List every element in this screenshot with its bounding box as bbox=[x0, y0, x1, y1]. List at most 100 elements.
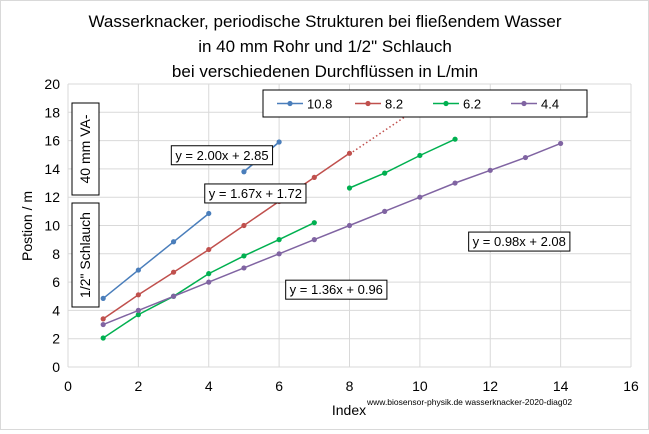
legend: 10.8 8.2 6.2 4.4 bbox=[262, 89, 588, 118]
data-point bbox=[382, 170, 388, 176]
x-tick-label: 0 bbox=[64, 378, 72, 394]
y-tick-label: 8 bbox=[52, 246, 60, 262]
legend-swatch-marker bbox=[365, 100, 371, 107]
data-point bbox=[100, 316, 106, 322]
data-point bbox=[452, 136, 458, 142]
x-tick-label: 4 bbox=[205, 378, 213, 394]
data-point bbox=[241, 169, 247, 175]
data-point bbox=[100, 335, 106, 341]
data-point bbox=[135, 307, 141, 313]
chart-title: Wasserknacker, periodische Strukturen be… bbox=[88, 12, 561, 81]
data-point bbox=[241, 265, 247, 271]
legend-entry: 8.2 bbox=[385, 97, 403, 112]
data-point bbox=[170, 239, 177, 245]
equation-label: y = 1.36x + 0.96 bbox=[290, 282, 383, 297]
x-tick-label: 10 bbox=[412, 378, 428, 394]
trendline-equations: y = 2.00x + 2.85 y = 1.67x + 1.72 y = 0.98… bbox=[170, 145, 571, 300]
data-point bbox=[135, 312, 141, 318]
data-point bbox=[206, 271, 212, 277]
y-tick-label: 14 bbox=[44, 161, 60, 177]
title-line-2: in 40 mm Rohr und 1/2" Schlauch bbox=[198, 37, 452, 56]
data-point bbox=[100, 295, 106, 301]
data-point bbox=[170, 293, 177, 299]
y-tick-label: 12 bbox=[44, 189, 60, 205]
series-0 bbox=[100, 139, 282, 301]
side-label-boxes: 40 mm VA- 1/2" Schlauch bbox=[71, 102, 100, 308]
x-tick-label: 6 bbox=[275, 378, 283, 394]
equation-box bbox=[170, 145, 274, 166]
data-point bbox=[487, 167, 493, 173]
data-point bbox=[558, 140, 564, 147]
x-tick-label: 8 bbox=[346, 378, 354, 394]
data-point bbox=[276, 237, 282, 243]
y-axis-label: Postion / m bbox=[19, 191, 35, 261]
data-point bbox=[311, 174, 317, 180]
data-point bbox=[135, 292, 141, 298]
data-point bbox=[135, 267, 141, 273]
x-tick-label: 16 bbox=[623, 378, 639, 394]
data-point bbox=[452, 180, 458, 186]
side-box-pipe bbox=[71, 102, 100, 196]
series-line bbox=[102, 212, 210, 299]
data-point bbox=[311, 237, 317, 243]
legend-swatch-marker bbox=[443, 100, 449, 107]
y-tick-label: 0 bbox=[52, 359, 60, 375]
x-tick-label: 12 bbox=[482, 378, 498, 394]
legend-entry: 10.8 bbox=[307, 97, 332, 112]
series-line bbox=[102, 142, 561, 326]
y-tick-label: 10 bbox=[44, 218, 60, 234]
equation-label: y = 2.00x + 2.85 bbox=[175, 148, 268, 163]
title-line-1: Wasserknacker, periodische Strukturen be… bbox=[88, 12, 561, 31]
legend-entry: 4.4 bbox=[541, 97, 559, 112]
side-box-hose bbox=[71, 202, 100, 308]
series-line bbox=[349, 138, 456, 189]
series-line bbox=[102, 152, 350, 320]
data-point bbox=[346, 150, 353, 156]
data-point bbox=[206, 210, 212, 217]
equation-box bbox=[468, 231, 571, 252]
data-point bbox=[346, 185, 353, 191]
data-point bbox=[417, 194, 423, 200]
plot-series bbox=[100, 101, 564, 341]
y-tick-label: 2 bbox=[52, 331, 60, 347]
data-point bbox=[311, 220, 317, 226]
data-point bbox=[382, 208, 388, 214]
data-point bbox=[206, 279, 212, 285]
data-point bbox=[241, 222, 247, 229]
series-3 bbox=[100, 140, 564, 328]
title-line-3: bei verschiedenen Durchflüssen in L/min bbox=[172, 62, 478, 81]
side-label-hose: 1/2" Schlauch bbox=[77, 212, 93, 298]
y-tick-label: 4 bbox=[52, 302, 60, 318]
equation-label: y = 1.67x + 1.72 bbox=[209, 186, 302, 201]
data-point bbox=[206, 246, 212, 253]
data-point bbox=[276, 139, 282, 145]
y-tick-label: 20 bbox=[44, 76, 60, 92]
series-1 bbox=[100, 101, 428, 322]
data-point bbox=[241, 253, 247, 259]
equation-label: y = 0.98x + 2.08 bbox=[473, 234, 566, 249]
data-point bbox=[522, 154, 529, 161]
series-2 bbox=[100, 136, 458, 341]
credit-text: www.biosensor-physik.de wasserknacker-20… bbox=[366, 397, 572, 407]
equation-box bbox=[204, 183, 307, 204]
data-point bbox=[417, 152, 423, 159]
data-point bbox=[346, 222, 353, 229]
x-tick-label: 2 bbox=[134, 378, 142, 394]
side-label-pipe: 40 mm VA- bbox=[77, 114, 93, 183]
legend-swatch-marker bbox=[287, 100, 293, 107]
y-tick-label: 18 bbox=[44, 104, 60, 120]
equation-box bbox=[285, 279, 388, 300]
y-tick-labels: 0 2 4 6 8 10 12 14 16 18 20 bbox=[44, 76, 60, 375]
x-tick-labels: 0 2 4 6 8 10 12 14 16 bbox=[64, 378, 639, 394]
legend-entry: 6.2 bbox=[463, 97, 481, 112]
data-point bbox=[100, 321, 106, 328]
data-point bbox=[276, 251, 282, 257]
legend-swatch-marker bbox=[521, 100, 527, 107]
x-axis-label: Index bbox=[332, 402, 366, 418]
x-tick-label: 14 bbox=[553, 378, 569, 394]
data-point bbox=[170, 269, 177, 275]
y-tick-label: 16 bbox=[44, 133, 60, 149]
y-tick-label: 6 bbox=[52, 274, 60, 290]
